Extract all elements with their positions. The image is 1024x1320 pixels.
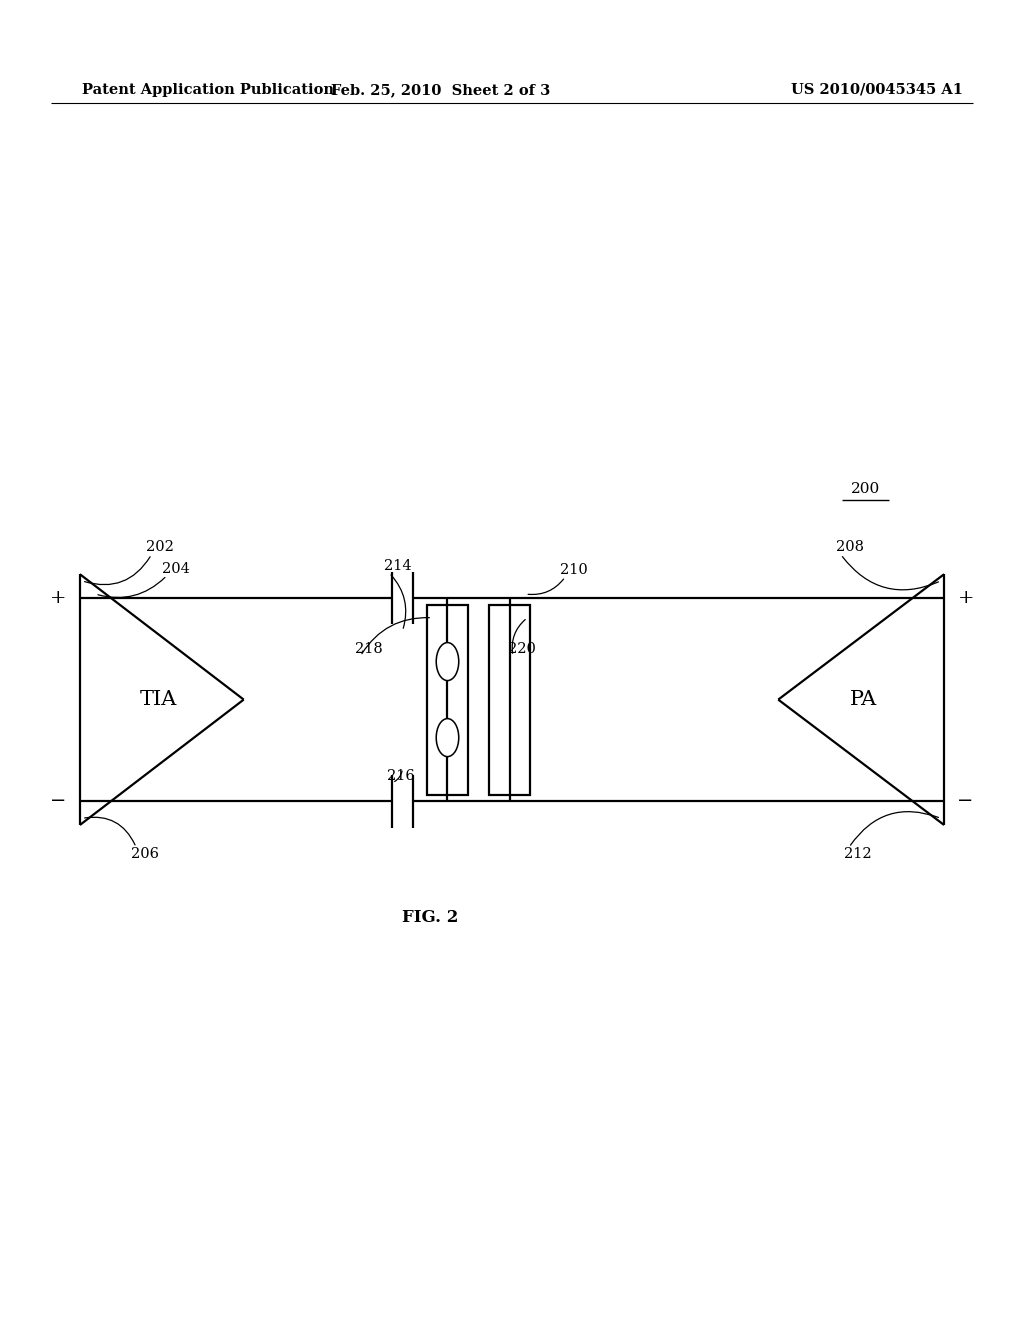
- Text: 212: 212: [844, 847, 871, 862]
- Text: −: −: [957, 792, 974, 810]
- Text: 220: 220: [508, 642, 536, 656]
- Bar: [427, 605, 468, 795]
- Text: 208: 208: [836, 540, 863, 554]
- Text: Feb. 25, 2010  Sheet 2 of 3: Feb. 25, 2010 Sheet 2 of 3: [331, 83, 550, 96]
- Text: PA: PA: [850, 690, 877, 709]
- Text: 204: 204: [162, 561, 189, 576]
- Text: 210: 210: [560, 562, 588, 577]
- Ellipse shape: [436, 718, 459, 756]
- Bar: [489, 605, 530, 795]
- Text: TIA: TIA: [140, 690, 177, 709]
- Text: +: +: [50, 589, 67, 607]
- Text: +: +: [957, 589, 974, 607]
- Ellipse shape: [436, 643, 459, 681]
- Text: 200: 200: [851, 482, 880, 496]
- Text: −: −: [50, 792, 67, 810]
- Text: US 2010/0045345 A1: US 2010/0045345 A1: [791, 83, 963, 96]
- Text: 202: 202: [146, 540, 174, 554]
- Text: 214: 214: [384, 558, 412, 573]
- Text: Patent Application Publication: Patent Application Publication: [82, 83, 334, 96]
- Text: 218: 218: [355, 642, 383, 656]
- Text: FIG. 2: FIG. 2: [401, 909, 459, 925]
- Text: 216: 216: [387, 768, 415, 783]
- Text: 206: 206: [131, 847, 159, 862]
